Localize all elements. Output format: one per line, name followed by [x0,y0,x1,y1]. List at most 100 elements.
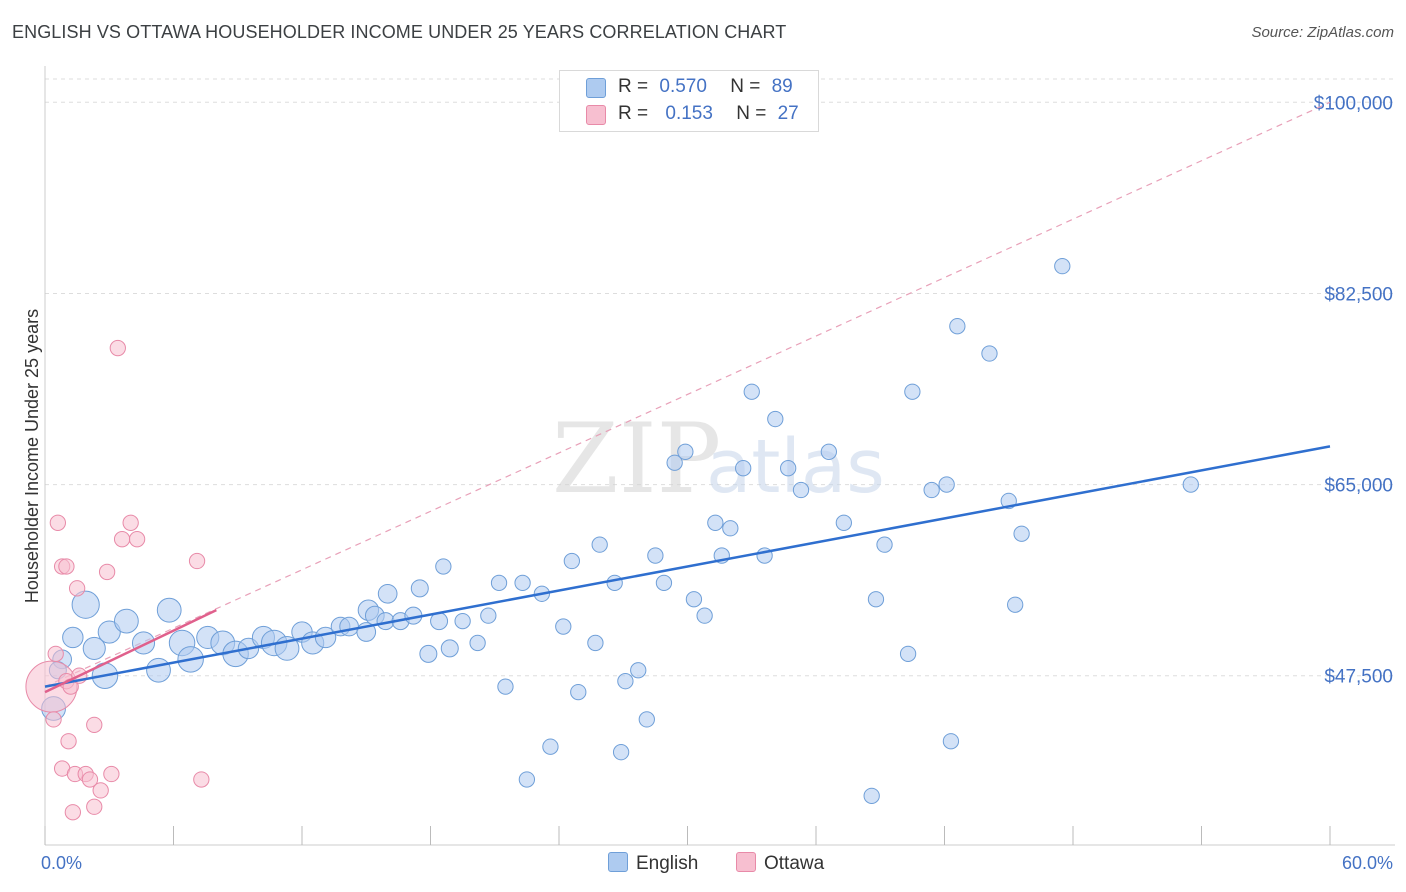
ottawa-point [49,514,66,531]
english-point [938,476,955,493]
legend: R = 0.570 N = 89 R = 0.153 N = 27 [559,70,819,132]
legend-swatch-english [586,78,606,98]
english-point [904,383,921,400]
english-point [835,514,852,531]
bottom-legend-label-english: English [636,853,699,874]
watermark: ZIP atlas [552,403,885,515]
ottawa-point [98,563,116,581]
y-tick-label: $65,000 [1324,476,1393,497]
legend-n-value-english: 89 [771,76,793,97]
english-point [780,460,797,477]
english-point [867,591,885,608]
english-point [767,410,784,428]
bottom-legend-english: English [608,852,698,875]
bottom-legend-swatch-english [608,852,628,872]
english-point [942,733,960,750]
english-point [410,579,429,598]
english-point [62,626,84,649]
english-point [71,590,100,619]
legend-r-label: R = [618,76,649,97]
legend-r-label: R = [618,103,649,124]
english-point [146,657,171,683]
ottawa-point [113,531,131,548]
english-point [440,639,459,658]
english-point [606,574,623,592]
english-point [677,443,694,460]
series-english-points [41,257,1199,805]
legend-n-value-ottawa: 27 [777,103,799,124]
ottawa-point [193,771,210,788]
ottawa-point [92,782,109,799]
y-axis-title: Householder Income Under 25 years [22,309,42,603]
english-point [518,771,536,788]
english-point [480,607,497,624]
grid-lines [45,78,1395,677]
english-point [131,631,156,655]
english-point [617,673,634,690]
english-point [696,607,713,624]
english-point [570,683,587,701]
english-point [638,711,655,728]
english-point [655,574,673,592]
english-point [542,738,559,755]
english-point [792,481,810,499]
english-point [735,460,752,477]
trend-lines [44,445,1331,694]
y-tick-label: $100,000 [1314,93,1393,114]
bottom-legend-swatch-ottawa [736,852,756,872]
ottawa-point [68,580,86,597]
english-point [923,481,940,499]
english-point [419,644,438,663]
english-point [647,547,664,564]
legend-swatch-ottawa [586,105,606,125]
english-point [981,345,998,362]
y-tick-label: $47,500 [1324,667,1393,688]
watermark-zip: ZIP [552,403,721,515]
ottawa-point [45,711,62,728]
english-point [591,536,608,553]
english-point [454,612,471,630]
x-tick-label: 60.0% [1342,853,1393,873]
english-point [863,787,880,805]
series-ottawa-points [25,339,210,821]
english-point [1054,257,1071,275]
english-point [563,552,580,570]
y-tick-label: $82,500 [1324,284,1393,305]
legend-r-value-ottawa: 0.153 [665,103,713,124]
english-point [377,583,398,604]
legend-n-label: N = [736,103,767,124]
ottawa-point [81,771,99,788]
ottawa-point [86,798,103,815]
english-point [113,608,139,634]
english-point [82,636,106,660]
ottawa-point [188,552,206,570]
english-point [97,620,121,644]
legend-n-label: N = [730,76,761,97]
legend-r-value-english: 0.570 [659,76,707,97]
english-point [899,645,917,663]
ottawa-point [86,716,103,734]
english-point [469,634,486,652]
english-point [820,443,837,460]
english-point [612,744,630,761]
english-point [497,678,514,695]
english-point [339,616,359,637]
ottawa-trend-line [44,609,217,694]
english-point [685,591,703,608]
english-point [707,514,724,531]
ottawa-point [47,645,64,663]
english-point [1182,476,1199,493]
english-point [156,597,182,623]
reference-dashed-line [44,101,1331,688]
ottawa-point [103,765,120,783]
x-tick-label: 0.0% [41,853,82,873]
english-point [490,574,508,592]
english-point [722,520,739,537]
english-trend-line [44,445,1331,688]
english-point [1013,525,1030,542]
ottawa-point [122,514,139,531]
english-point [555,618,572,635]
english-point [876,536,893,553]
english-point [666,454,683,471]
english-point [630,662,647,679]
